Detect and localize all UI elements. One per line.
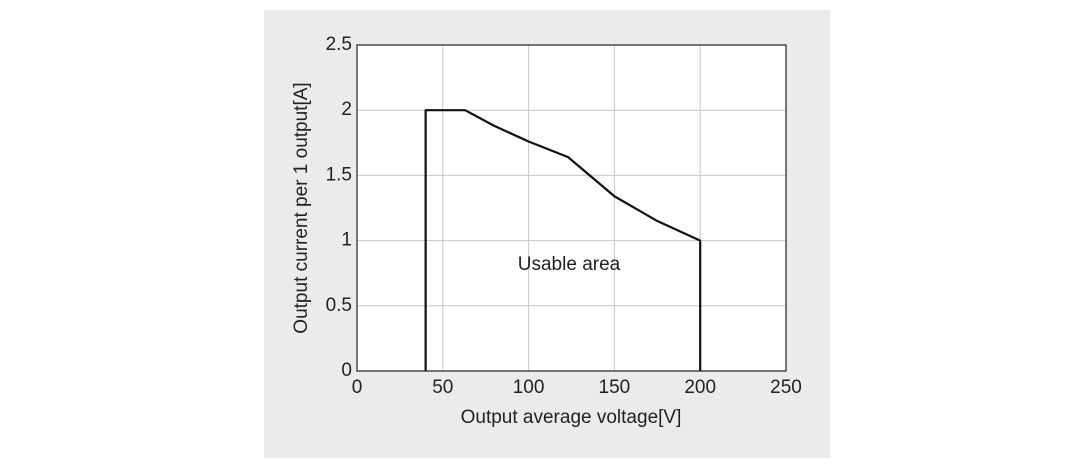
- y-tick-label: 0.5: [326, 295, 352, 316]
- plot-area: [357, 45, 786, 371]
- x-tick-label: 0: [352, 377, 363, 398]
- x-axis-label: Output average voltage[V]: [461, 407, 682, 428]
- y-tick-label: 1: [341, 230, 352, 251]
- y-tick-label: 1.5: [326, 164, 352, 185]
- x-tick-label: 250: [770, 377, 802, 398]
- y-axis-label: Output current per 1 output[A]: [291, 82, 312, 333]
- plot-frame: [356, 44, 787, 372]
- x-tick-label: 50: [432, 377, 453, 398]
- y-tick-label: 2: [341, 99, 352, 120]
- y-tick-label: 0: [341, 360, 352, 381]
- annotation: Usable area: [518, 254, 621, 275]
- x-tick-label: 200: [684, 377, 716, 398]
- y-tick-label: 2.5: [326, 34, 352, 55]
- x-tick-label: 100: [513, 377, 545, 398]
- boundary-line: [424, 109, 702, 371]
- x-tick-label: 150: [599, 377, 631, 398]
